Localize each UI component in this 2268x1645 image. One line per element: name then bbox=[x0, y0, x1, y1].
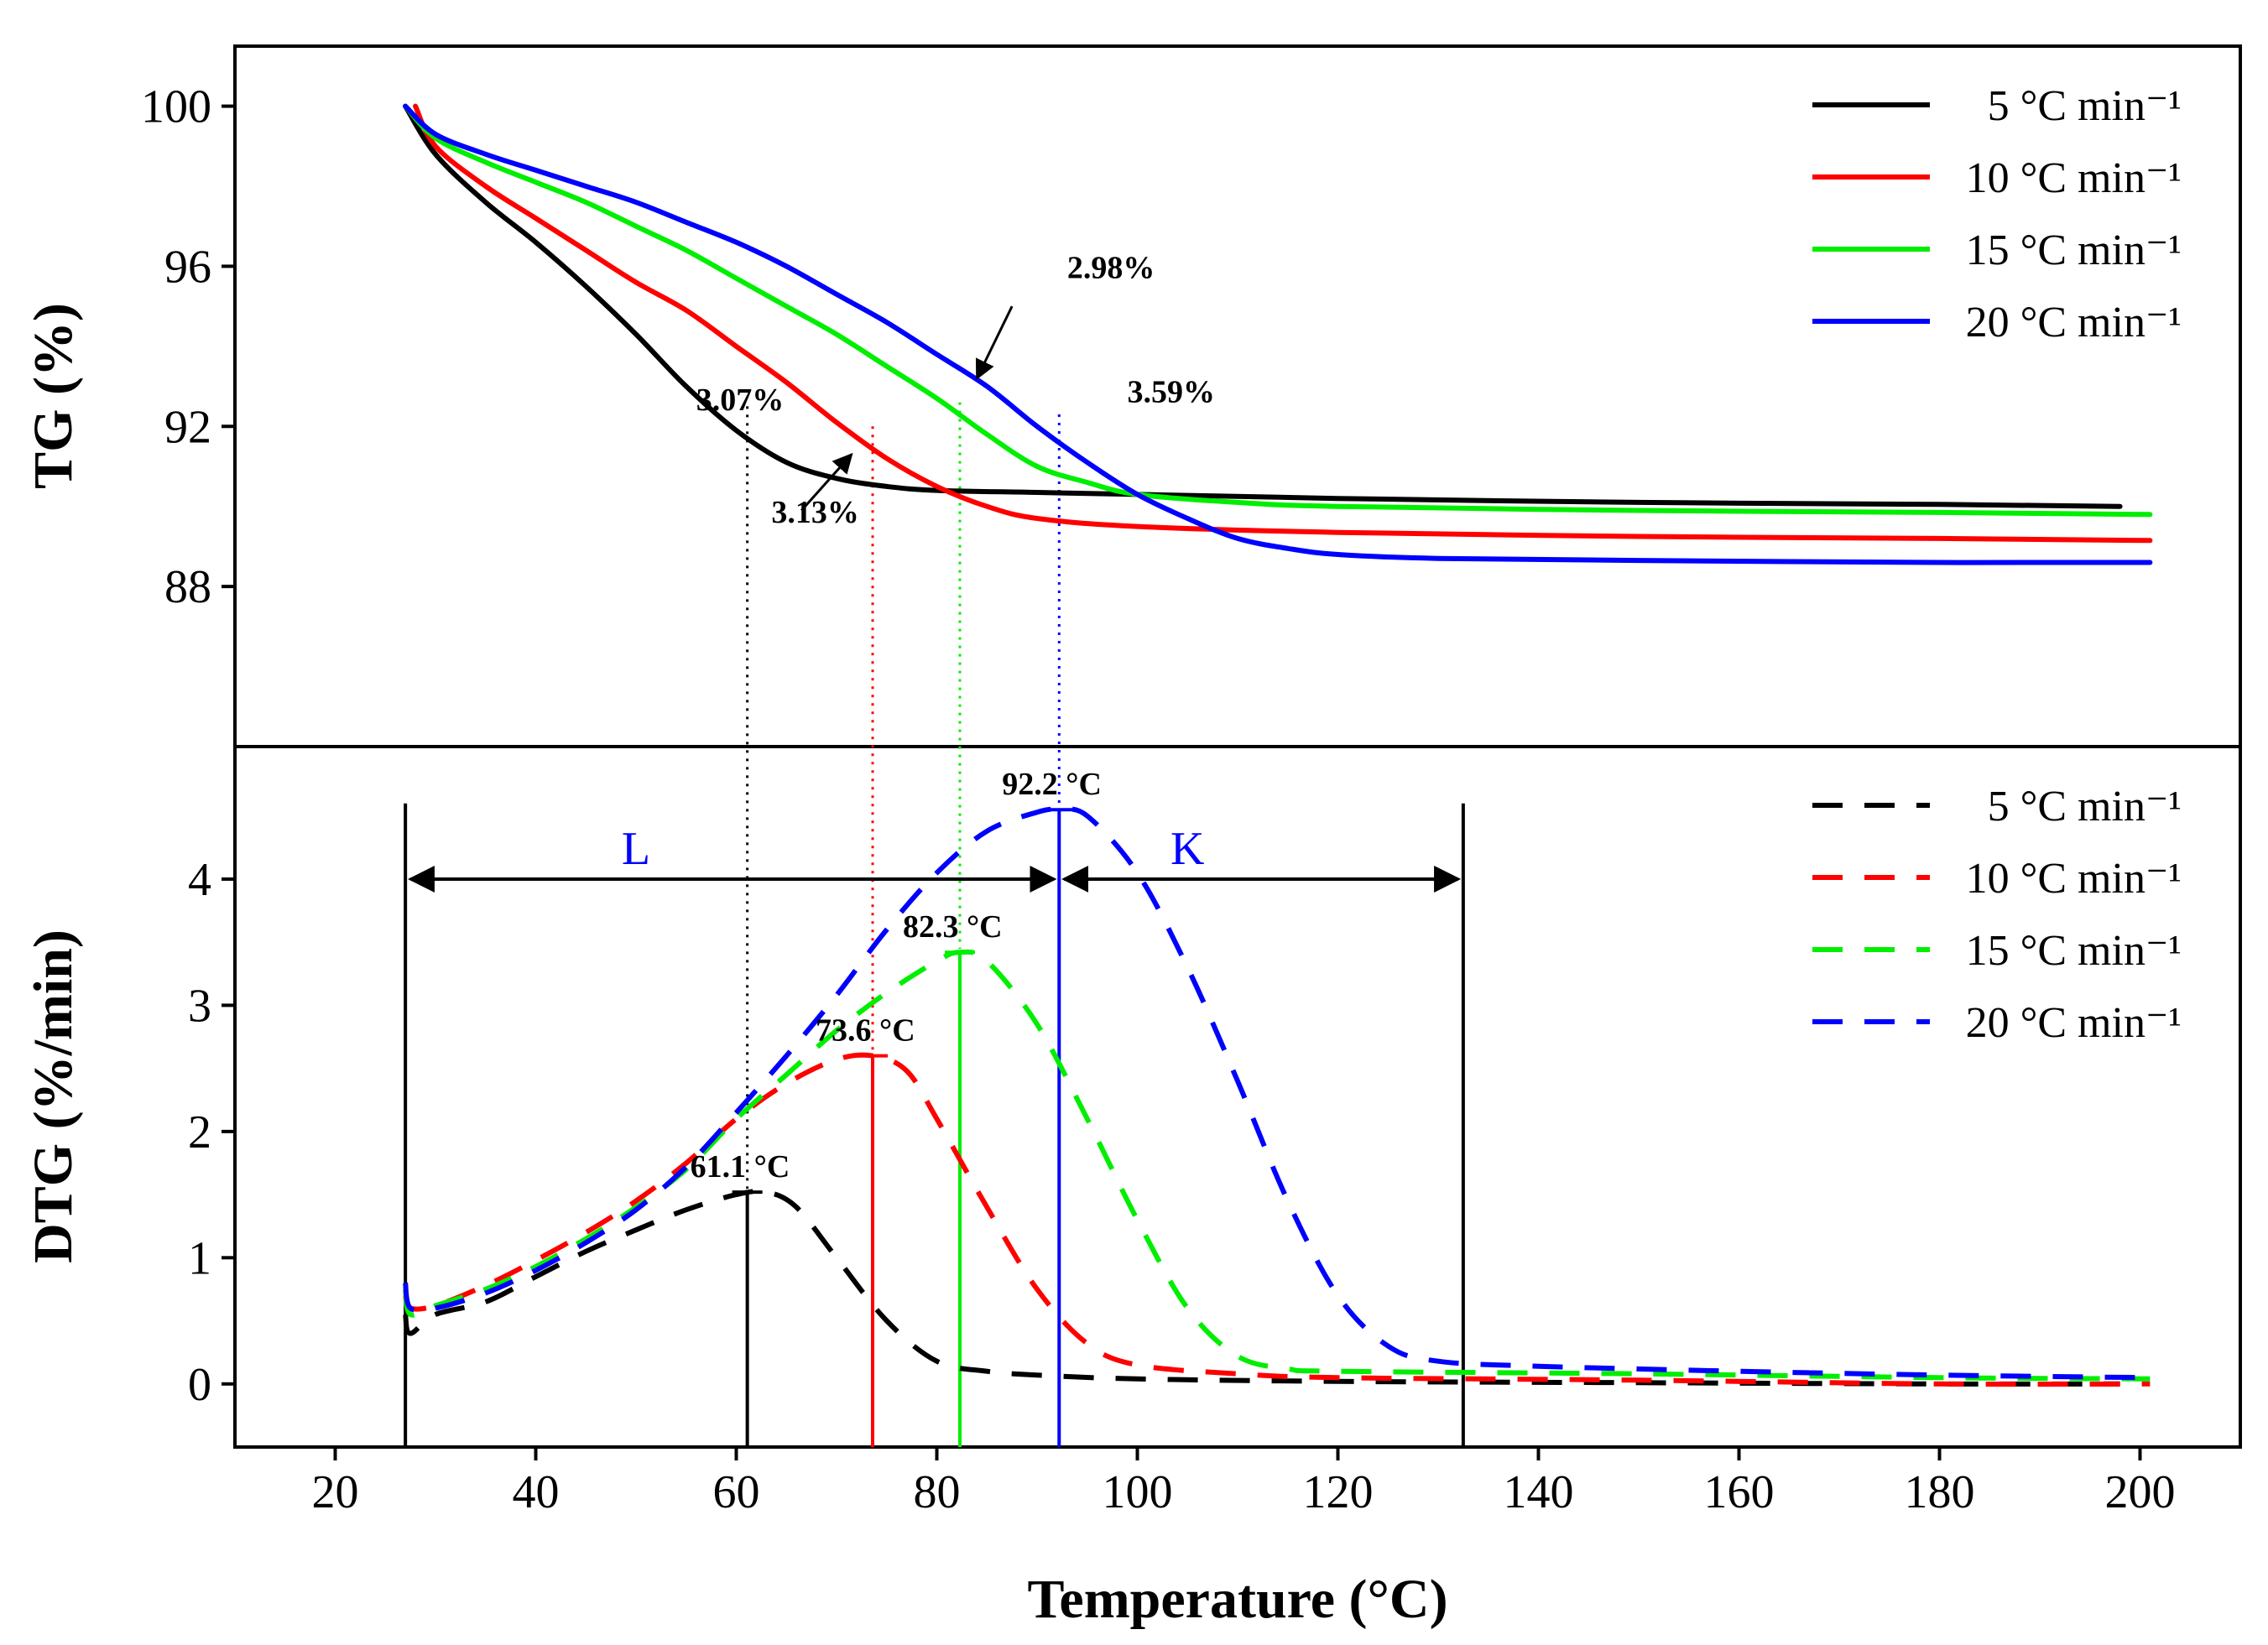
legend-dtg-20: 20 °C min⁻¹ bbox=[1966, 999, 2182, 1047]
dtg-series bbox=[403, 806, 2151, 1387]
x-axis-label: Temperature (°C) bbox=[1027, 1569, 1447, 1630]
xtick-label-40: 40 bbox=[513, 1466, 560, 1518]
dtg-line-5-c-min bbox=[403, 1189, 2120, 1387]
legend-tg-15: 15 °C min⁻¹ bbox=[1966, 226, 2182, 274]
dtg-peak-labels: 61.1 °C 73.6 °C 82.3 °C 92.2 °C bbox=[691, 767, 1102, 1184]
peak-label-73-6: 73.6 °C bbox=[816, 1013, 915, 1049]
tg-line-5-c-min bbox=[403, 103, 2123, 509]
annotation-3-59: 3.59% bbox=[1128, 375, 1216, 410]
annotation-3-07: 3.07% bbox=[696, 383, 785, 418]
bottom-ytick-label-1: 1 bbox=[188, 1232, 211, 1284]
bottom-ytick-label-4: 4 bbox=[188, 854, 211, 906]
xtick-label-60: 60 bbox=[713, 1466, 760, 1518]
xtick-label-120: 120 bbox=[1303, 1466, 1374, 1518]
bottom-y-axis-label: DTG (%/min) bbox=[23, 929, 84, 1263]
bottom-panel-frame bbox=[233, 745, 2242, 1449]
dtg-line-10-c-min bbox=[403, 1052, 2151, 1387]
xtick-label-140: 140 bbox=[1504, 1466, 1574, 1518]
tg-annotations: 3.07% 3.13% 2.98% 3.59% bbox=[696, 251, 1215, 530]
xtick-label-100: 100 bbox=[1103, 1466, 1173, 1518]
region-label-l: L bbox=[622, 823, 650, 875]
top-y-axis-label: TG (%) bbox=[23, 303, 84, 489]
legend-dtg-5: 5 °C min⁻¹ bbox=[1988, 783, 2182, 830]
xtick-label-160: 160 bbox=[1704, 1466, 1775, 1518]
xtick-label-80: 80 bbox=[914, 1466, 961, 1518]
bottom-ytick-label-3: 3 bbox=[188, 980, 211, 1032]
xtick-label-20: 20 bbox=[312, 1466, 359, 1518]
top-ytick-label-96: 96 bbox=[164, 241, 211, 293]
xtick-label-200: 200 bbox=[2105, 1466, 2176, 1518]
dtg-legend: 5 °C min⁻¹ 10 °C min⁻¹ 15 °C min⁻¹ 20 °C… bbox=[1812, 783, 2182, 1047]
dtg-line-15-c-min bbox=[403, 949, 2151, 1382]
xtick-label-180: 180 bbox=[1905, 1466, 1975, 1518]
tg-line-10-c-min bbox=[413, 103, 2153, 544]
bottom-ytick-label-2: 2 bbox=[188, 1106, 211, 1158]
peak-label-61-1: 61.1 °C bbox=[691, 1149, 790, 1184]
peak-label-92-2: 92.2 °C bbox=[1002, 767, 1102, 802]
bottom-y-ticks: 0 1 2 3 4 bbox=[188, 854, 235, 1411]
top-panel-frame bbox=[233, 44, 2242, 748]
annotation-arrow-3-13 bbox=[800, 452, 853, 512]
legend-dtg-15: 15 °C min⁻¹ bbox=[1966, 927, 2182, 975]
annotation-2-98: 2.98% bbox=[1067, 251, 1155, 286]
annotation-3-13: 3.13% bbox=[771, 495, 859, 530]
legend-dtg-10: 10 °C min⁻¹ bbox=[1966, 855, 2182, 903]
annotation-arrow-2-98 bbox=[975, 305, 1014, 381]
region-markers: L K bbox=[622, 823, 1205, 875]
bottom-peak-lines bbox=[404, 803, 1465, 1447]
bottom-ytick-label-0: 0 bbox=[188, 1359, 211, 1411]
top-y-ticks: 88 92 96 100 bbox=[141, 81, 235, 613]
legend-tg-5: 5 °C min⁻¹ bbox=[1988, 82, 2182, 130]
legend-tg-20: 20 °C min⁻¹ bbox=[1966, 299, 2182, 346]
tg-series bbox=[403, 103, 2153, 565]
top-ytick-label-100: 100 bbox=[141, 81, 211, 133]
tg-legend: 5 °C min⁻¹ 10 °C min⁻¹ 15 °C min⁻¹ 20 °C… bbox=[1812, 82, 2182, 346]
region-label-k: K bbox=[1170, 823, 1204, 875]
top-ytick-label-92: 92 bbox=[164, 401, 211, 453]
x-ticks: 20 40 60 80 100 120 140 160 180 200 bbox=[312, 1447, 2176, 1518]
dtg-line-20-c-min bbox=[403, 806, 2151, 1381]
peak-label-82-3: 82.3 °C bbox=[903, 909, 1003, 945]
legend-tg-10: 10 °C min⁻¹ bbox=[1966, 154, 2182, 202]
top-ytick-label-88: 88 bbox=[164, 561, 211, 613]
tg-line-15-c-min bbox=[403, 103, 2153, 518]
tg-line-20-c-min bbox=[403, 103, 2153, 565]
